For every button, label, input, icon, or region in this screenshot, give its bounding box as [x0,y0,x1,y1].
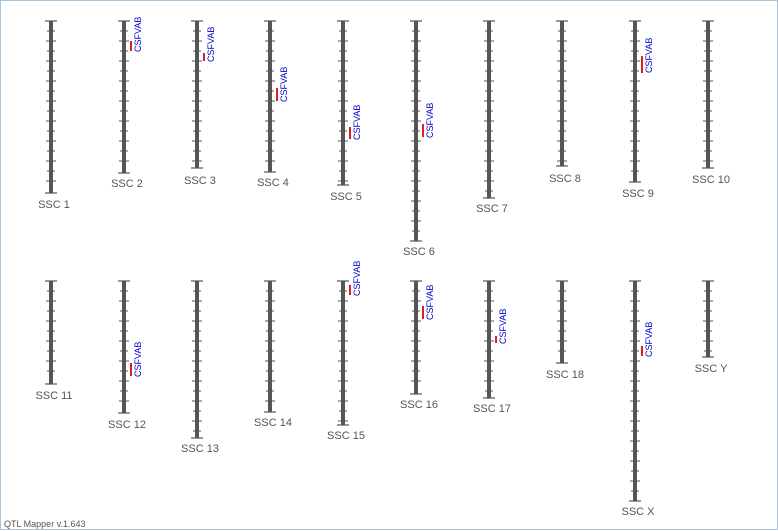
chromosome-label: SSC 3 [184,175,216,187]
footer-version: QTL Mapper v.1.643 [4,519,86,529]
chromosome-ssc-12[interactable]: SSC 12 CSFVAB [108,280,146,431]
qtl-label[interactable]: CSFVAB [644,38,654,73]
chromosome-bar[interactable] [560,21,564,166]
chromosome-bar[interactable] [195,21,199,168]
chromosome-label: SSC 16 [400,399,438,411]
qtl-label[interactable]: CSFVAB [425,285,435,320]
chromosome-bar[interactable] [49,281,53,384]
chromosome-ssc-4[interactable]: SSC 4 CSFVAB [257,20,289,189]
chromosome-label: SSC 17 [473,403,511,415]
chromosome-label: SSC 6 [403,246,435,258]
chromosome-label: SSC 13 [181,443,219,455]
chromosome-bar[interactable] [706,21,710,168]
chromosome-bar[interactable] [414,281,418,394]
chromosome-bar[interactable] [195,281,199,438]
chromosome-label: SSC 4 [257,177,289,189]
chromosome-ssc-10[interactable]: SSC 10 [692,20,730,186]
qtl-label[interactable]: CSFVAB [352,105,362,140]
chromosome-ssc-9[interactable]: SSC 9 CSFVAB [622,20,654,200]
chromosome-label: SSC 1 [38,199,70,211]
chromosome-ssc-3[interactable]: SSC 3 CSFVAB [184,20,216,187]
chromosome-ssc-1[interactable]: SSC 1 [38,20,70,211]
chromosome-bar[interactable] [268,281,272,412]
chromosome-bar[interactable] [560,281,564,363]
chromosome-ssc-6[interactable]: SSC 6 CSFVAB [403,20,435,258]
chromosome-ssc-15[interactable]: SSC 15 CSFVAB [327,261,365,442]
chromosome-bar[interactable] [341,281,345,425]
chromosome-ssc-2[interactable]: SSC 2 CSFVAB [111,17,143,190]
chromosome-ssc-x[interactable]: SSC X CSFVAB [621,280,655,518]
qtl-label[interactable]: CSFVAB [498,309,508,344]
qtl-label[interactable]: CSFVAB [133,342,143,377]
chromosome-bar[interactable] [122,21,126,173]
qtl-label[interactable]: CSFVAB [279,67,289,102]
chromosome-ssc-18[interactable]: SSC 18 [546,280,584,381]
chromosome-ssc-7[interactable]: SSC 7 [476,20,508,215]
chromosome-ssc-17[interactable]: SSC 17 CSFVAB [473,280,511,415]
chromosome-ssc-14[interactable]: SSC 14 [254,280,292,429]
chromosome-label: SSC 12 [108,419,146,431]
qtl-label[interactable]: CSFVAB [206,27,216,62]
chromosome-label: SSC Y [695,363,728,375]
chromosome-bar[interactable] [706,281,710,357]
chromosome-label: SSC 11 [35,390,72,402]
chromosome-bar[interactable] [122,281,126,413]
chromosome-ssc-11[interactable]: SSC 11 [35,280,73,402]
chromosome-bar[interactable] [341,21,345,185]
chromosome-label: SSC 15 [327,430,365,442]
chromosome-ssc-8[interactable]: SSC 8 [549,20,581,185]
chromosome-label: SSC 5 [330,191,362,203]
qtl-label[interactable]: CSFVAB [352,261,362,296]
chromosome-label: SSC 8 [549,173,581,185]
chromosome-ssc-13[interactable]: SSC 13 [181,280,219,455]
chromosome-ssc-y[interactable]: SSC Y [695,280,728,375]
chromosome-label: SSC X [621,506,655,518]
chromosome-label: SSC 14 [254,417,292,429]
chromosome-ssc-5[interactable]: SSC 5 CSFVAB [330,20,362,203]
qtl-label[interactable]: CSFVAB [425,103,435,138]
qtl-label[interactable]: CSFVAB [644,322,654,357]
chromosome-bar[interactable] [487,281,491,398]
chromosome-ssc-16[interactable]: SSC 16 CSFVAB [400,280,438,411]
chromosome-bar[interactable] [49,21,53,193]
chromosome-bar[interactable] [268,21,272,172]
chromosome-bar[interactable] [487,21,491,198]
chromosome-label: SSC 10 [692,174,730,186]
chromosome-label: SSC 7 [476,203,508,215]
chromosome-label: SSC 9 [622,188,654,200]
qtl-label[interactable]: CSFVAB [133,17,143,52]
chromosome-label: SSC 2 [111,178,143,190]
chromosome-label: SSC 18 [546,369,584,381]
